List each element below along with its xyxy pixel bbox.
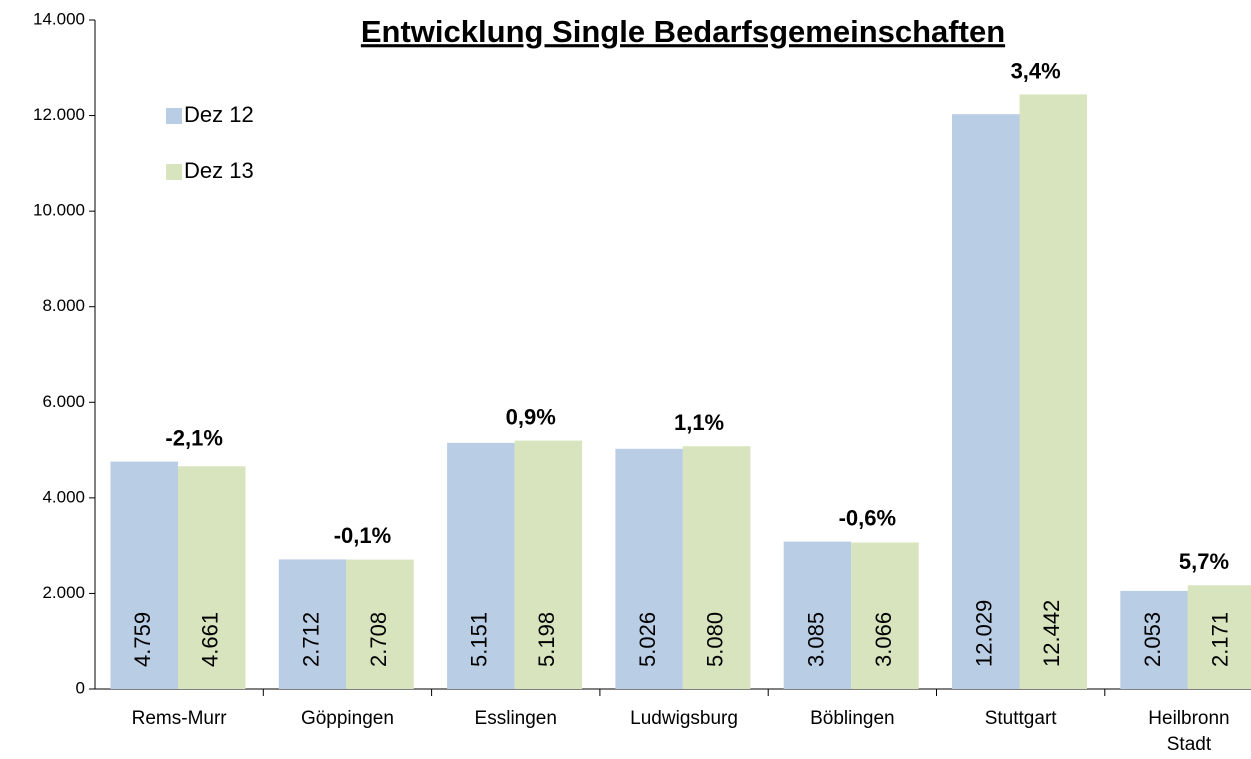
annotation: 1,1% <box>674 410 724 435</box>
legend-label: Dez 13 <box>184 158 254 183</box>
bar <box>952 114 1020 689</box>
y-tick-label: 10.000 <box>33 201 85 220</box>
bar <box>178 466 246 689</box>
y-tick-label: 2.000 <box>42 583 85 602</box>
bar <box>447 442 515 689</box>
value-label: 5.080 <box>702 612 727 667</box>
bar <box>346 559 414 689</box>
value-label: 5.026 <box>635 612 660 667</box>
y-tick-label: 12.000 <box>33 105 85 124</box>
x-tick-label: Esslingen <box>475 708 557 729</box>
x-tick-label: Ludwigsburg <box>630 708 738 729</box>
y-tick-label: 14.000 <box>33 9 85 28</box>
value-label: 5.198 <box>534 612 559 667</box>
x-tick-label: Stuttgart <box>985 708 1058 729</box>
legend-label: Dez 12 <box>184 102 254 127</box>
value-label: 12.029 <box>972 600 997 667</box>
value-label: 3.085 <box>803 612 828 667</box>
value-label: 12.442 <box>1039 600 1064 667</box>
x-tick-label: Böblingen <box>810 708 895 729</box>
value-label: 4.661 <box>198 612 223 667</box>
annotation: 3,4% <box>1011 58 1061 83</box>
bar <box>514 440 583 689</box>
annotation: -2,1% <box>165 425 222 450</box>
y-tick-label: 8.000 <box>42 296 85 315</box>
bar <box>1120 590 1188 689</box>
value-label: 4.759 <box>130 612 155 667</box>
bar <box>110 461 178 689</box>
value-label: 2.053 <box>1140 612 1165 667</box>
x-tick-label: Rems-Murr <box>132 708 228 729</box>
annotation: 5,7% <box>1179 549 1229 574</box>
bar <box>1187 585 1251 689</box>
bar <box>1019 94 1087 690</box>
value-label: 5.151 <box>467 612 492 667</box>
chart-title: Entwicklung Single Bedarfsgemeinschaften <box>361 14 1005 49</box>
x-tick-label: Heilbronn Stadt <box>1148 708 1229 755</box>
bar <box>682 446 751 689</box>
legend-swatch <box>166 164 182 180</box>
bar <box>278 559 347 689</box>
value-label: 2.171 <box>1207 612 1232 667</box>
x-tick-label: Göppingen <box>301 708 394 729</box>
legend-swatch <box>166 108 182 124</box>
bar <box>783 541 852 689</box>
annotation: -0,6% <box>839 505 896 530</box>
y-tick-label: 6.000 <box>42 392 85 411</box>
value-label: 2.708 <box>366 612 391 667</box>
y-tick-label: 4.000 <box>42 487 85 506</box>
annotation: 0,9% <box>506 404 556 429</box>
value-label: 2.712 <box>298 612 323 667</box>
y-tick-label: 0 <box>76 678 85 697</box>
bar <box>615 448 683 689</box>
value-label: 3.066 <box>871 612 896 667</box>
annotation: -0,1% <box>334 523 391 548</box>
bar <box>851 542 919 689</box>
